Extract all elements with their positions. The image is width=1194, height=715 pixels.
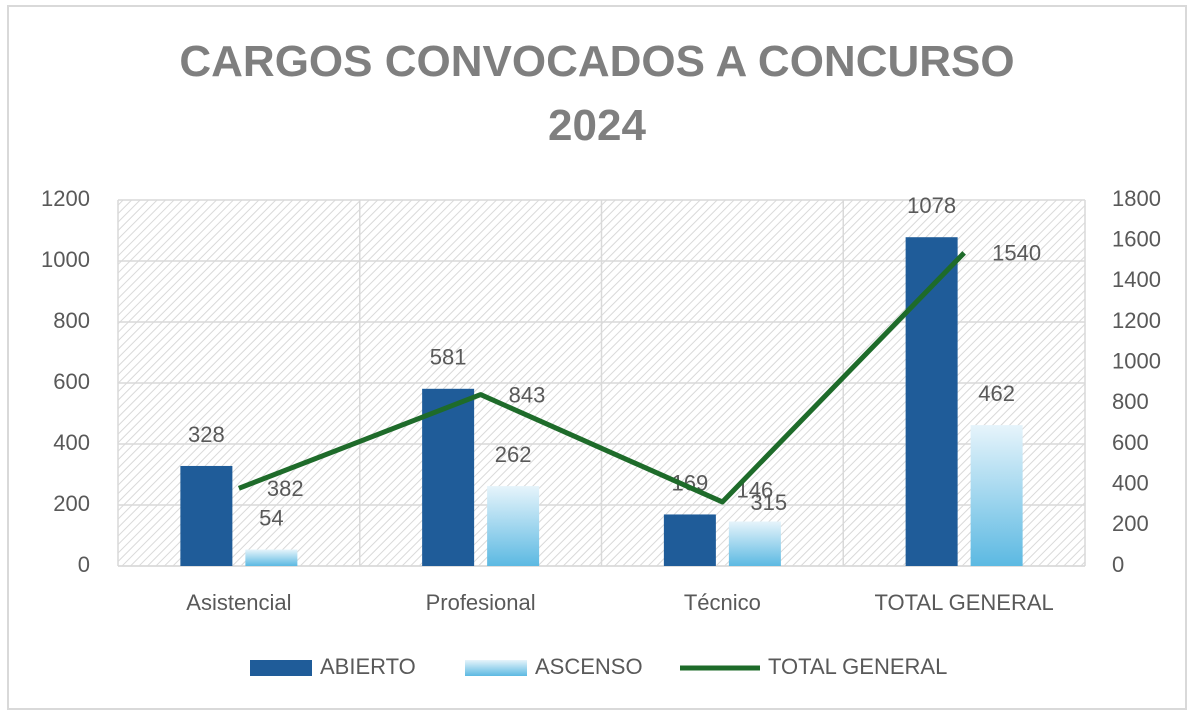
x-tick-label: Asistencial (186, 590, 291, 615)
chart-title: CARGOS CONVOCADOS A CONCURSO 2024 (179, 37, 1015, 150)
data-label: 328 (188, 422, 225, 447)
y2-tick-label: 1800 (1112, 186, 1161, 211)
line-data-label: 843 (509, 382, 546, 407)
y-tick-label: 1200 (41, 186, 90, 211)
data-label: 262 (495, 442, 532, 467)
bar (245, 549, 298, 566)
legend-label: TOTAL GENERAL (768, 654, 947, 679)
line-data-label: 315 (750, 490, 787, 515)
y-tick-label: 600 (53, 369, 90, 394)
bar (487, 486, 540, 566)
x-tick-label: Técnico (684, 590, 761, 615)
legend-label: ASCENSO (535, 654, 643, 679)
y-tick-label: 800 (53, 308, 90, 333)
frame-border (7, 5, 1187, 710)
legend-label: ABIERTO (320, 654, 416, 679)
y2-tick-label: 1400 (1112, 267, 1161, 292)
bar (728, 521, 781, 566)
data-label: 581 (430, 345, 467, 370)
y-tick-label: 0 (78, 552, 90, 577)
x-tick-label: TOTAL GENERAL (874, 590, 1053, 615)
y2-tick-label: 1000 (1112, 348, 1161, 373)
y2-tick-label: 200 (1112, 511, 1149, 536)
y2-tick-label: 1200 (1112, 308, 1161, 333)
data-label: 1078 (907, 193, 956, 218)
y2-tick-label: 1600 (1112, 226, 1161, 251)
bar (180, 465, 233, 566)
line-data-label: 1540 (992, 241, 1041, 266)
line-data-label: 382 (267, 476, 304, 501)
y2-tick-label: 600 (1112, 430, 1149, 455)
y2-tick-label: 400 (1112, 470, 1149, 495)
bar (970, 425, 1023, 566)
bar (905, 237, 958, 566)
x-tick-label: Profesional (426, 590, 536, 615)
bar (663, 514, 716, 566)
data-label: 54 (259, 505, 283, 530)
bar (422, 388, 475, 566)
legend-swatch (250, 660, 312, 676)
y2-tick-label: 800 (1112, 389, 1149, 414)
data-label: 462 (978, 381, 1015, 406)
y2-tick-label: 0 (1112, 552, 1124, 577)
y-tick-label: 400 (53, 430, 90, 455)
legend-swatch (465, 660, 527, 676)
line-series (237, 251, 966, 505)
y-tick-label: 200 (53, 491, 90, 516)
y-tick-label: 1000 (41, 247, 90, 272)
